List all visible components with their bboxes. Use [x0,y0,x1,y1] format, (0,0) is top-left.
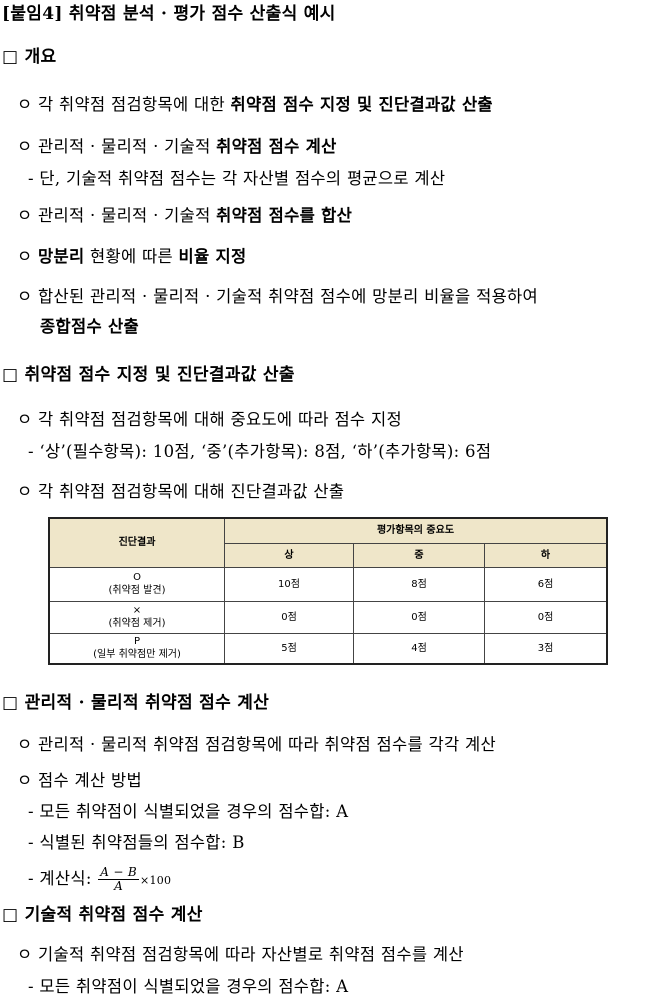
section-heading: □ 기술적 취약점 점수 계산 [2,905,203,925]
dash-line: - ‘상’(필수항목): 10점, ‘중’(추가항목): 8점, ‘하’(추가항… [28,442,491,462]
bullet-line: ㅇ 각 취약점 점검항목에 대해 진단결과값 산출 [17,482,344,502]
section-heading: □ 개요 [2,47,56,67]
section-heading: □ 취약점 점수 지정 및 진단결과값 산출 [2,365,295,385]
bullet-line: ㅇ 각 취약점 점검항목에 대한 취약점 점수 지정 및 진단결과값 산출 [17,95,493,115]
bullet-line: ㅇ 관리적 · 물리적 · 기술적 취약점 점수를 합산 [17,206,352,226]
header-level-low: 하 [484,542,608,568]
table-row: × (취약점 제거) 0점 0점 0점 [48,600,608,634]
text-segment: ㅇ 합산된 관리적 · 물리적 · 기술적 취약점 점수에 망분리 비율을 적용… [17,287,539,306]
result-symbol: O [133,572,141,583]
score-cell: 8점 [353,566,485,602]
table-row: P (일부 취약점만 제거) 5점 4점 3점 [48,632,608,665]
cont-line: 종합점수 산출 [40,317,139,337]
result-cell: O (취약점 발견) [48,566,225,602]
text-segment: - 단, 기술적 취약점 점수는 각 자산별 점수의 평균으로 계산 [28,169,446,188]
text-segment: □ 기술적 취약점 점수 계산 [2,905,203,925]
text-segment: ㅇ 점수 계산 방법 [17,771,142,790]
score-cell: 5점 [224,632,354,665]
result-label: (일부 취약점만 제거) [93,649,181,661]
header-level-high: 상 [224,542,354,568]
section-heading: □ 관리적 · 물리적 취약점 점수 계산 [2,693,269,713]
page-title: [붙임4] 취약점 분석 · 평가 점수 산출식 예시 [2,4,336,24]
text-segment: - 모든 취약점이 식별되었을 경우의 점수합: A [28,977,349,996]
bullet-line: ㅇ 점수 계산 방법 [17,771,142,791]
text-segment: 취약점 점수를 합산 [216,206,353,225]
score-cell: 6점 [484,566,608,602]
score-cell: 0점 [484,600,608,634]
result-cell: P (일부 취약점만 제거) [48,632,225,665]
text-segment: 현황에 따른 [84,247,179,266]
text-segment: 취약점 점수 계산 [216,137,337,156]
text-segment: - ‘상’(필수항목): 10점, ‘중’(추가항목): 8점, ‘하’(추가항… [28,442,492,461]
text-segment: ㅇ 관리적 · 물리적 · 기술적 [17,206,217,225]
text-segment: - 식별된 취약점들의 점수합: B [28,833,245,852]
bullet-line: ㅇ 망분리 현황에 따른 비율 지정 [17,247,247,267]
result-label: (취약점 제거) [108,618,166,629]
bullet-line: ㅇ 기술적 취약점 점검항목에 따라 자산별로 취약점 점수를 계산 [17,945,464,965]
text-segment: ㅇ 각 취약점 점검항목에 대해 중요도에 따라 점수 지정 [17,410,402,429]
text-segment: 망분리 [38,247,85,266]
score-cell: 4점 [353,632,485,665]
header-importance: 평가항목의 중요도 [224,517,608,544]
text-segment: 비율 지정 [178,247,247,266]
text-segment: ㅇ 각 취약점 점검항목에 대한 [17,95,231,114]
dash-line: - 식별된 취약점들의 점수합: B [28,833,245,853]
score-cell: 3점 [484,632,608,665]
bullet-line: ㅇ 관리적 · 물리적 취약점 점검항목에 따라 취약점 점수를 각각 계산 [17,735,496,755]
bullet-line: ㅇ 합산된 관리적 · 물리적 · 기술적 취약점 점수에 망분리 비율을 적용… [17,287,538,307]
text-segment: 종합점수 산출 [40,317,139,336]
result-symbol: × [132,605,142,616]
score-cell: 0점 [353,600,485,634]
diagnosis-score-table: 진단결과 평가항목의 중요도 상 중 하 O (취약점 발견) 10점 8점 6점… [48,517,608,665]
bullet-line: ㅇ 각 취약점 점검항목에 대해 중요도에 따라 점수 지정 [17,410,402,430]
text-segment: 취약점 점수 지정 및 진단결과값 산출 [230,95,493,114]
result-label: (취약점 발견) [108,585,166,596]
formula-denominator: A [114,879,124,893]
text-segment: ㅇ 관리적 · 물리적 · 기술적 [17,137,217,156]
text-segment: □ 관리적 · 물리적 취약점 점수 계산 [2,693,270,713]
header-result: 진단결과 [48,517,225,568]
text-segment: - 모든 취약점이 식별되었을 경우의 점수합: A [28,802,349,821]
result-symbol: P [133,636,141,648]
text-segment: ㅇ 각 취약점 점검항목에 대해 진단결과값 산출 [17,482,345,501]
dash-line: - 단, 기술적 취약점 점수는 각 자산별 점수의 평균으로 계산 [28,169,445,189]
table-row: O (취약점 발견) 10점 8점 6점 [48,566,608,602]
result-cell: × (취약점 제거) [48,600,225,634]
text-segment: ㅇ 관리적 · 물리적 취약점 점검항목에 따라 취약점 점수를 각각 계산 [17,735,496,754]
formula-numerator: A − B [98,865,139,880]
text-segment: □ 취약점 점수 지정 및 진단결과값 산출 [2,365,295,385]
text-segment: □ 개요 [2,47,57,67]
header-level-mid: 중 [353,542,485,568]
formula-multiplier: ×100 [139,874,172,887]
formula-line: - 계산식: A − B A ×100 [28,866,171,893]
text-segment: - 계산식: [28,869,98,888]
dash-line: - 모든 취약점이 식별되었을 경우의 점수합: A [28,977,348,997]
score-cell: 10점 [224,566,354,602]
dash-line: - 모든 취약점이 식별되었을 경우의 점수합: A [28,802,348,822]
bullet-line: ㅇ 관리적 · 물리적 · 기술적 취약점 점수 계산 [17,137,337,157]
text-segment: ㅇ [17,247,39,266]
text-segment: ㅇ 기술적 취약점 점검항목에 따라 자산별로 취약점 점수를 계산 [17,945,464,964]
score-cell: 0점 [224,600,354,634]
